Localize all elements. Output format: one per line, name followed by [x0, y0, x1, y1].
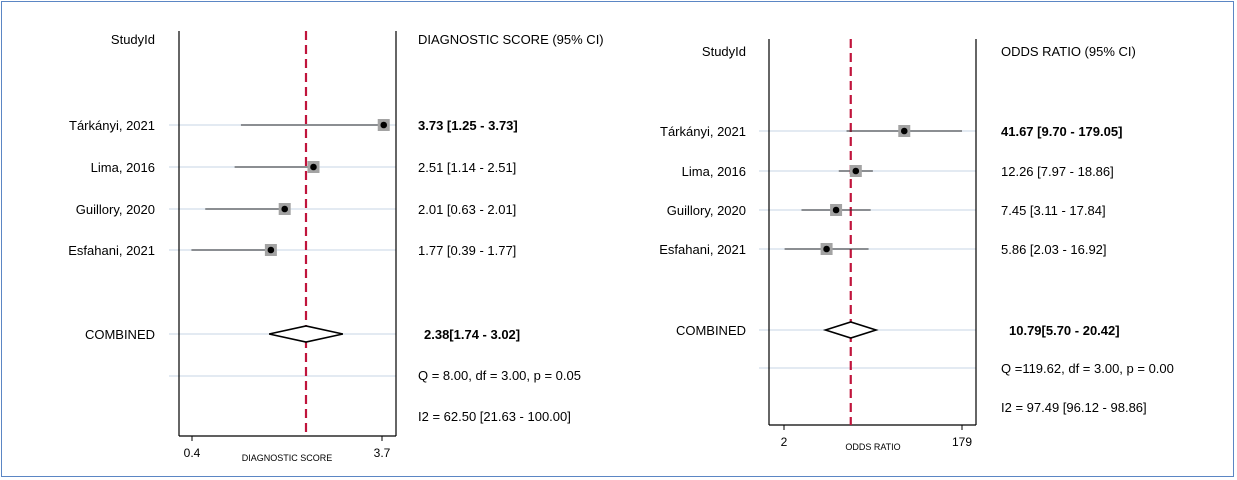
study-id-header: StudyId [111, 32, 155, 47]
point-estimate [823, 245, 830, 253]
study-value-label: 41.67 [9.70 - 179.05] [1001, 124, 1122, 139]
point-estimate [832, 206, 840, 214]
value-header: ODDS RATIO (95% CI) [1001, 44, 1136, 59]
x-tick-label: 179 [952, 435, 972, 449]
study-name: Esfahani, 2021 [68, 243, 155, 258]
combined-diamond [822, 321, 879, 339]
x-axis-label: DIAGNOSTIC SCORE [242, 453, 333, 463]
study-name: Lima, 2016 [682, 164, 746, 179]
study-value-label: 7.45 [3.11 - 17.84] [1001, 203, 1106, 218]
x-tick-label: 0.4 [184, 446, 201, 460]
heterogeneity-stats: Q = 8.00, df = 3.00, p = 0.05 [418, 368, 581, 383]
value-header: DIAGNOSTIC SCORE (95% CI) [418, 32, 604, 47]
heterogeneity-stats: Q =119.62, df = 3.00, p = 0.00 [1001, 361, 1174, 376]
study-value-label: 3.73 [1.25 - 3.73] [418, 118, 518, 133]
study-name: Guillory, 2020 [667, 203, 746, 218]
combined-value-label: 10.79[5.70 - 20.42] [1009, 323, 1120, 338]
study-name: Tárkányi, 2021 [660, 124, 746, 139]
x-axis-label: ODDS RATIO [845, 442, 900, 452]
combined-name: COMBINED [85, 327, 155, 342]
study-value-label: 1.77 [0.39 - 1.77] [418, 243, 516, 258]
combined-diamond [268, 325, 344, 343]
point-estimate [310, 163, 317, 171]
study-name: Guillory, 2020 [76, 202, 155, 217]
study-value-label: 12.26 [7.97 - 18.86] [1001, 164, 1114, 179]
point-estimate [281, 205, 288, 213]
i2-stats: I2 = 62.50 [21.63 - 100.00] [418, 409, 571, 424]
study-id-header: StudyId [702, 44, 746, 59]
point-estimate [380, 121, 388, 129]
i2-stats: I2 = 97.49 [96.12 - 98.86] [1001, 400, 1147, 415]
x-tick-label: 3.7 [374, 446, 391, 460]
study-name: Lima, 2016 [91, 160, 155, 175]
study-value-label: 2.51 [1.14 - 2.51] [418, 160, 516, 175]
point-estimate [267, 246, 275, 254]
point-estimate [900, 127, 908, 135]
forest-plot-diagnostic-score: StudyId DIAGNOSTIC SCORE (95% CI) 0.4 3.7 DI… [68, 31, 604, 463]
study-name: Tárkányi, 2021 [69, 118, 155, 133]
point-estimate [852, 167, 860, 175]
forest-plot-odds-ratio: StudyId ODDS RATIO (95% CI) 2 179 ODDS RATIO… [659, 39, 1174, 452]
study-value-label: 5.86 [2.03 - 16.92] [1001, 242, 1107, 257]
study-value-label: 2.01 [0.63 - 2.01] [418, 202, 516, 217]
study-name: Esfahani, 2021 [659, 242, 746, 257]
combined-value-label: 2.38[1.74 - 3.02] [424, 327, 520, 342]
x-tick-label: 2 [781, 435, 788, 449]
combined-name: COMBINED [676, 323, 746, 338]
